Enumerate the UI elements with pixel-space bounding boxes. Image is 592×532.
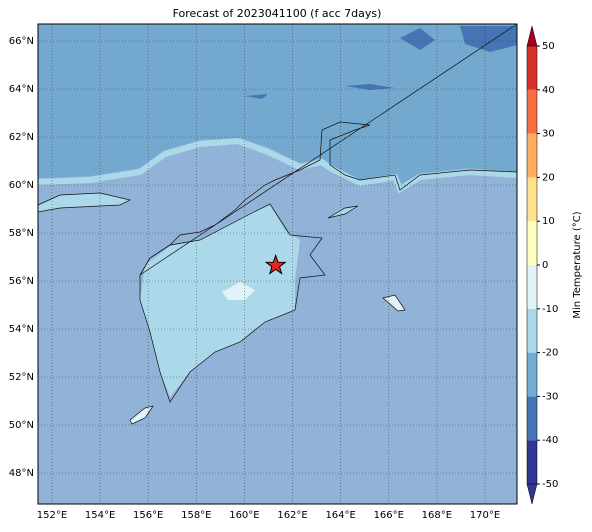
y-tick-label: 48°N [9,468,34,479]
x-tick-label: 160°E [229,510,259,521]
gridlines [38,24,517,504]
colorbar-segment [527,396,537,441]
island [327,205,359,219]
colorbar-segment [527,221,537,265]
colorbar-segment [527,265,537,309]
y-tick-label: 66°N [9,36,34,47]
island [129,405,154,425]
y-tick-label: 50°N [9,420,34,431]
colorbar-extend-max [526,25,538,47]
coastline [139,203,326,403]
coastline [139,23,518,276]
x-tick-label: 164°E [325,510,355,521]
north-region [38,24,517,185]
colorbar-tick-label: -20 [542,348,558,359]
warm-patch [222,282,255,300]
colorbar-segment [527,440,537,484]
colorbar-segment [527,352,537,397]
colorbar-tick-label: -50 [542,479,558,490]
y-tick-label: 58°N [9,228,34,239]
colorbar-tick-label: 50 [542,41,555,52]
colorbar-label: Min Temperature (°C) [572,211,583,318]
colorbar-segment [527,133,537,178]
x-tick-label: 162°E [277,510,307,521]
colorbar-tick-label: 0 [542,260,548,271]
island [382,294,406,312]
y-tick-label: 64°N [9,84,34,95]
x-tick-label: 156°E [133,510,163,521]
colorbar-segment [527,46,537,90]
y-tick-label: 52°N [9,372,34,383]
colorbar-tick-label: 40 [542,85,555,96]
peninsula-interior [140,204,300,397]
colorbar-extend-min [526,483,538,505]
colorbar-tick-label: -10 [542,304,558,315]
colorbar-tick-label: -40 [542,435,558,446]
colorbar-segment [527,308,537,353]
cold-patch [245,94,268,99]
x-tick-label: 158°E [181,510,211,521]
colorbar-tick-label: -30 [542,391,558,402]
x-tick-label: 166°E [374,510,404,521]
y-tick-label: 60°N [9,180,34,191]
map-frame [37,23,518,505]
colorbar-segment [527,177,537,222]
x-tick-label: 154°E [85,510,115,521]
colorbar-segment [527,89,537,134]
land [37,192,132,213]
y-tick-label: 62°N [9,132,34,143]
y-tick-label: 56°N [9,276,34,287]
x-tick-label: 170°E [470,510,500,521]
x-tick-label: 152°E [37,510,67,521]
cold-patch [400,28,435,50]
colorbar-tick-label: 20 [542,172,555,183]
colorbar-tick-label: 30 [542,129,555,140]
x-tick-label: 168°E [422,510,452,521]
y-tick-label: 54°N [9,324,34,335]
colorbar-tick-label: 10 [542,216,555,227]
cold-patch [460,26,517,52]
cold-patch [345,84,395,90]
map-title: Forecast of 2023041100 (f acc 7days) [173,7,382,20]
location-marker [264,253,287,275]
